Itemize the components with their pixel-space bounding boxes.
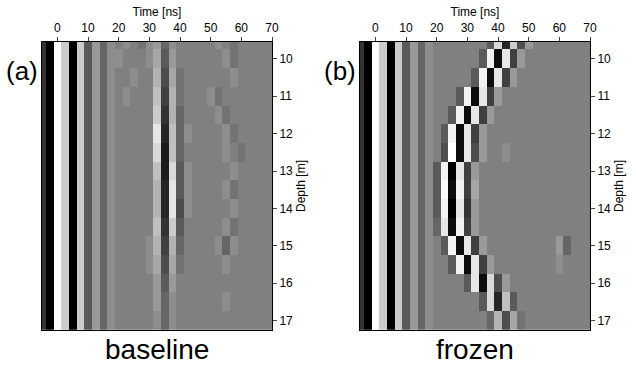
svg-text:10: 10 [597,52,611,66]
svg-text:70: 70 [583,21,597,35]
svg-text:13: 13 [597,164,611,178]
svg-text:50: 50 [204,21,218,35]
svg-text:Time [ns]: Time [ns] [451,5,500,19]
svg-text:20: 20 [430,21,444,35]
svg-text:(a): (a) [6,56,38,86]
svg-text:10: 10 [81,21,95,35]
svg-text:Depth [m]: Depth [m] [612,160,626,212]
svg-text:16: 16 [279,276,293,290]
svg-text:11: 11 [597,89,610,103]
svg-text:Time [ns]: Time [ns] [133,5,182,19]
svg-text:60: 60 [235,21,249,35]
svg-text:40: 40 [491,21,505,35]
svg-text:13: 13 [279,164,293,178]
svg-text:20: 20 [112,21,126,35]
svg-text:14: 14 [597,202,611,216]
svg-text:30: 30 [461,21,475,35]
svg-text:Depth [m]: Depth [m] [294,160,308,212]
svg-text:17: 17 [279,314,293,328]
svg-text:40: 40 [173,21,187,35]
svg-text:10: 10 [279,52,293,66]
svg-text:14: 14 [279,202,293,216]
svg-text:17: 17 [597,314,611,328]
svg-text:0: 0 [54,21,61,35]
svg-text:60: 60 [553,21,567,35]
svg-text:70: 70 [265,21,279,35]
svg-text:16: 16 [597,276,611,290]
svg-text:baseline: baseline [105,334,209,365]
svg-text:15: 15 [597,239,611,253]
svg-text:11: 11 [279,89,292,103]
svg-text:12: 12 [279,127,293,141]
svg-text:30: 30 [143,21,157,35]
svg-text:10: 10 [399,21,413,35]
svg-text:0: 0 [372,21,379,35]
svg-text:12: 12 [597,127,611,141]
svg-text:frozen: frozen [436,334,514,365]
svg-text:50: 50 [522,21,536,35]
svg-text:15: 15 [279,239,293,253]
svg-text:(b): (b) [324,56,356,86]
